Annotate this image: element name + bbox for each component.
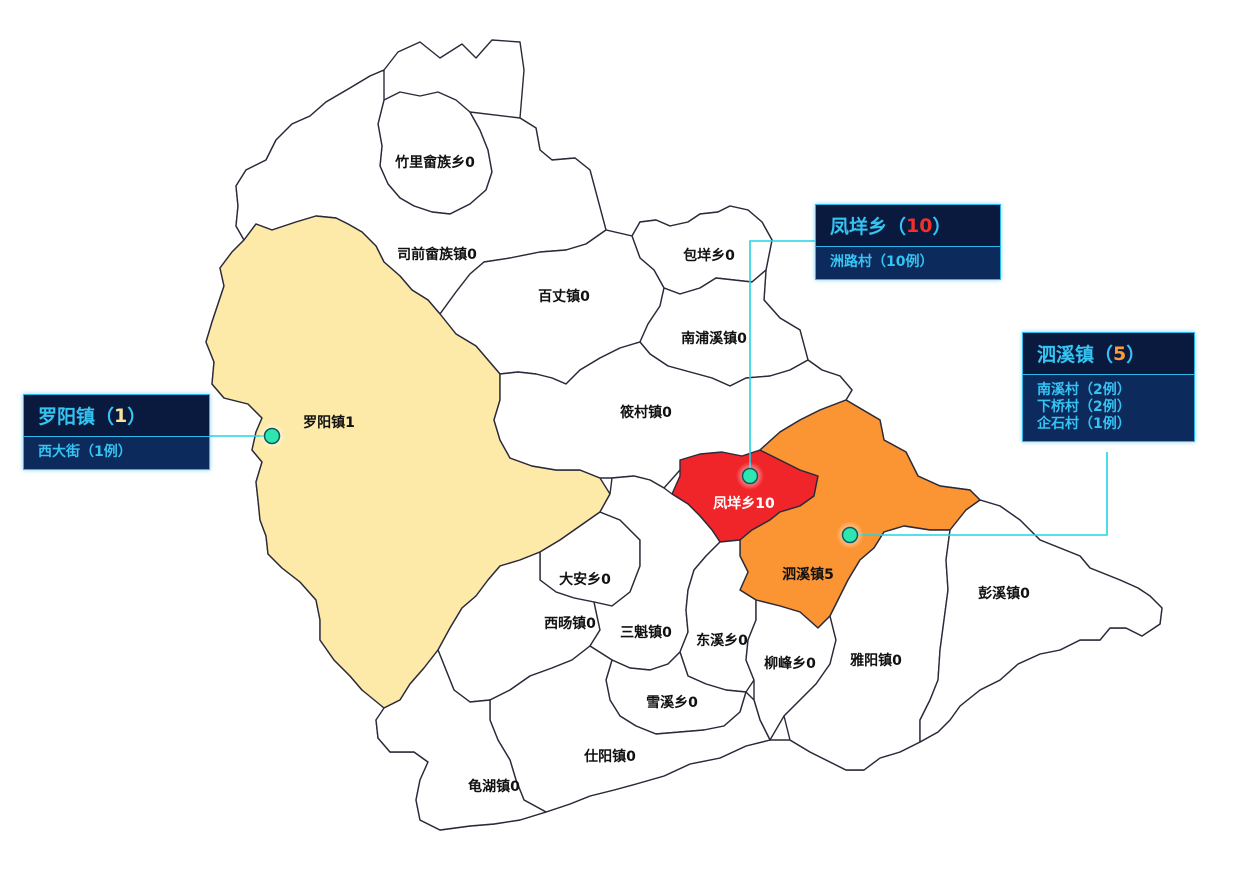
label-yayang: 雅阳镇0 [850, 652, 902, 669]
label-fengyang: 凤垟乡10 [713, 495, 775, 512]
callout-sixi-title: 泗溪镇（5） [1023, 333, 1194, 375]
callout-sixi: 泗溪镇（5） 南溪村（2例） 下桥村（2例） 企石村（1例） [1022, 332, 1195, 442]
marker-sixi[interactable] [841, 526, 859, 544]
callout-luoyang-item: 西大街（1例） [38, 444, 132, 460]
marker-fengyang[interactable] [741, 467, 759, 485]
label-baizhang: 百丈镇0 [538, 288, 590, 305]
label-shiyang: 仕阳镇0 [583, 748, 636, 765]
marker-luoyang[interactable] [263, 427, 281, 445]
label-xiaocun: 筱村镇0 [620, 404, 672, 421]
label-liufeng: 柳峰乡0 [764, 655, 816, 672]
callout-sixi-item: 下桥村（2例） [1037, 399, 1131, 415]
callout-sixi-list: 南溪村（2例） 下桥村（2例） 企石村（1例） [1023, 375, 1194, 441]
callout-sixi-open: （ [1094, 344, 1114, 366]
label-baoyang: 包垟乡0 [683, 247, 735, 264]
label-xiyang: 西旸镇0 [544, 615, 596, 632]
callout-luoyang-count: 1 [114, 404, 128, 427]
callout-sixi-count: 5 [1113, 342, 1127, 365]
region-guihu[interactable] [375, 649, 547, 831]
label-pengxi: 彭溪镇0 [978, 585, 1030, 602]
callout-sixi-close: ） [1126, 344, 1146, 366]
callout-luoyang: 罗阳镇（1） 西大街（1例） [23, 394, 210, 470]
callout-sixi-name: 泗溪镇 [1037, 344, 1095, 366]
callout-fengyang-name: 凤垟乡 [830, 216, 888, 238]
region-pengxi[interactable] [919, 499, 1163, 743]
callout-luoyang-name: 罗阳镇 [38, 406, 96, 428]
label-sixi: 泗溪镇5 [782, 566, 834, 583]
label-daan: 大安乡0 [559, 571, 611, 588]
label-dongxi: 东溪乡0 [696, 632, 748, 649]
callout-fengyang-open: （ [887, 216, 907, 238]
callout-luoyang-open: （ [95, 406, 115, 428]
leader-sixi [850, 452, 1108, 536]
callout-fengyang-item: 洲路村（10例） [830, 254, 934, 270]
label-luoyang: 罗阳镇1 [303, 414, 355, 431]
label-xuexi: 雪溪乡0 [646, 694, 698, 711]
callout-fengyang: 凤垟乡（10） 洲路村（10例） [815, 204, 1001, 280]
label-siqian: 司前畲族镇0 [397, 246, 477, 263]
callout-fengyang-close: ） [932, 216, 952, 238]
callout-luoyang-title: 罗阳镇（1） [24, 395, 209, 437]
label-guihu: 龟湖镇0 [468, 778, 520, 795]
leader-fengyang [749, 240, 815, 476]
label-nanpuxi: 南浦溪镇0 [681, 330, 747, 347]
callout-fengyang-title: 凤垟乡（10） [816, 205, 1000, 247]
label-sankui: 三魁镇0 [620, 624, 672, 641]
callout-luoyang-close: ） [127, 406, 147, 428]
callout-sixi-item: 企石村（1例） [1037, 416, 1131, 432]
callout-sixi-item: 南溪村（2例） [1037, 382, 1131, 398]
callout-fengyang-list: 洲路村（10例） [816, 247, 1000, 279]
callout-luoyang-list: 西大街（1例） [24, 437, 209, 469]
label-zhuli: 竹里畲族乡0 [394, 154, 475, 171]
callout-fengyang-count: 10 [906, 214, 933, 237]
